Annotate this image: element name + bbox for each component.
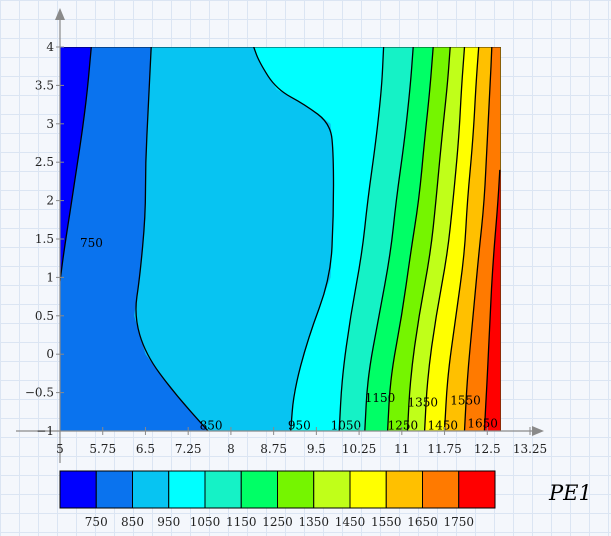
contour-line-1150 [364,47,414,431]
x-tick-label: 8 [227,442,235,456]
x-tick-label: 10.25 [342,442,376,456]
contour-line-1250 [386,47,434,431]
colorbar-swatch [168,470,206,509]
colorbar-tick-label: 1650 [407,515,438,529]
x-tick-label: 11 [394,442,409,456]
y-axis-arrow [55,8,65,20]
contour-bands [60,47,501,431]
y-tick-label: 1 [46,270,54,284]
contour-line-1750 [483,169,501,431]
colorbar-swatch [59,470,97,509]
contour-line-850 [135,47,209,431]
x-axis-ticks: 5 5.75 6.5 7.25 8 8.75 9.5 10.25 11 11.75 12.5 13.2… [56,427,547,456]
x-tick-label: 13.25 [513,442,547,456]
colorbar-swatch [422,470,460,509]
y-tick-label: 4 [46,40,54,54]
colorbar-title: PE1 [548,481,592,505]
colorbar-swatch [204,470,242,509]
colorbar-swatch [132,470,170,509]
y-tick-label: 0.5 [35,309,54,323]
colorbar-tick-label: 850 [121,515,144,529]
y-tick-label: −1 [36,424,54,438]
contour-line-750 [60,47,92,282]
y-tick-label: 0 [46,347,54,361]
colorbar-tick-label: 1350 [298,515,329,529]
colorbar: 750 850 950 1050 1150 1250 1350 1450 1550 1650 175… [59,470,496,529]
contour-lines [60,47,501,431]
contour-line-1350 [406,47,451,431]
contour-line-1550 [443,47,480,431]
y-tick-label: 3.5 [35,78,54,92]
colorbar-swatch [95,470,133,509]
colorbar-tick-label: 1750 [443,515,474,529]
y-axis-ticks: −1 −0.5 0 0.5 1 1.5 2 2.5 3 3.5 4 [25,40,64,438]
x-tick-label: 8.75 [260,442,287,456]
x-tick-label: 11.75 [427,442,461,456]
colorbar-swatch [349,470,387,509]
contour-label: 850 [200,419,223,433]
contour-label: 1450 [427,419,458,433]
colorbar-tick-label: 1250 [262,515,293,529]
colorbar-tick-label: 1450 [335,515,366,529]
colorbar-swatch [277,470,315,509]
x-tick-label: 9.5 [307,442,326,456]
x-axis-arrow [532,426,544,436]
colorbar-tick-label: 950 [157,515,180,529]
contour-label: 750 [80,236,103,250]
band-11 [484,169,501,431]
contour-label: 1350 [408,396,439,410]
y-tick-label: 2 [46,194,54,208]
y-tick-label: 3 [46,117,54,131]
contour-line-1650 [463,47,493,431]
colorbar-tick-label: 1550 [371,515,402,529]
colorbar-swatch [458,470,496,509]
contour-label: 1650 [467,416,498,430]
y-tick-label: −0.5 [25,386,54,400]
colorbar-tick-label: 1150 [226,515,257,529]
contour-label: 1050 [331,419,362,433]
contour-label: 1150 [365,391,396,405]
x-tick-label: 5.75 [89,442,116,456]
contour-label: 950 [288,419,311,433]
x-tick-label: 7.25 [175,442,202,456]
contour-line-1050 [338,47,385,431]
colorbar-swatch [240,470,278,509]
contour-line-950 [253,47,335,431]
colorbar-tick-label: 750 [85,515,108,529]
x-tick-label: 6.5 [136,442,155,456]
contour-line-1450 [423,47,466,431]
x-tick-label: 12.5 [474,442,501,456]
y-tick-label: 2.5 [35,155,54,169]
contour-label: 1550 [450,393,481,407]
contour-label: 1250 [388,419,419,433]
x-tick-label: 5 [56,442,64,456]
colorbar-swatch [313,470,351,509]
colorbar-swatch [385,470,423,509]
y-tick-label: 1.5 [35,232,54,246]
colorbar-tick-label: 1050 [190,515,221,529]
